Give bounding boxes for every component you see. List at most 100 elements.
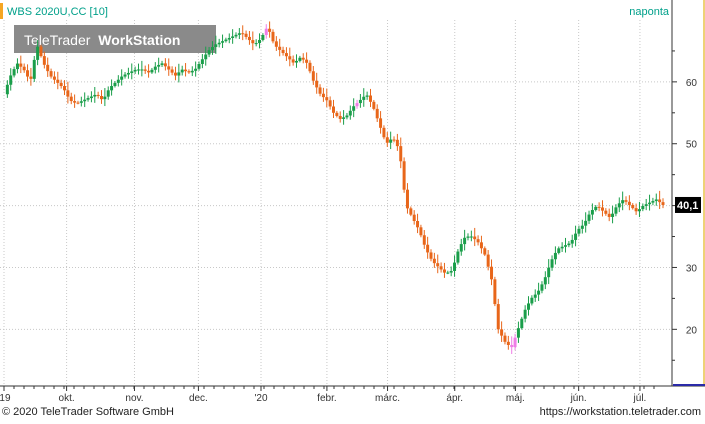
candle-body [358, 99, 362, 104]
candle-body [221, 41, 225, 43]
candle-body [100, 96, 104, 100]
candle-body [241, 33, 245, 35]
candle-body [453, 262, 457, 271]
candle-body [214, 44, 218, 48]
candle-body [644, 204, 648, 206]
candle-body [436, 263, 440, 267]
candle-body [66, 90, 70, 97]
candle-body [584, 220, 588, 226]
candle-body [325, 97, 329, 101]
candle-body [496, 304, 500, 330]
candle-body [419, 227, 423, 236]
candle-body [268, 28, 272, 32]
candle-body [402, 161, 406, 190]
candle-body [301, 57, 305, 60]
candle-body [516, 328, 520, 338]
candle-body [567, 243, 571, 246]
candle-body [409, 208, 413, 215]
candle-body [533, 294, 537, 298]
candle-body [284, 53, 288, 57]
candle-body [291, 59, 295, 63]
candle-body [523, 309, 527, 319]
candle-body [173, 72, 177, 76]
candle-body [305, 59, 309, 63]
candle-body [56, 79, 60, 83]
candle-body [264, 28, 268, 36]
candle-body [89, 96, 93, 99]
candle-body [426, 244, 430, 253]
candle-body [76, 102, 80, 104]
candle-body [611, 213, 615, 217]
candle-body [12, 69, 16, 76]
candle-body [308, 62, 312, 72]
candle-body [543, 277, 547, 285]
candle-body [439, 266, 443, 270]
candle-body [130, 71, 134, 73]
candle-body [197, 63, 201, 69]
candle-body [180, 69, 184, 73]
x-tick-label-3: dec. [189, 393, 208, 404]
candle-body [234, 34, 238, 37]
candle-body [456, 251, 460, 263]
candle-body [258, 39, 262, 44]
candle-body [39, 46, 43, 57]
candle-body [530, 297, 534, 304]
candle-body [597, 206, 601, 208]
candle-body [547, 267, 551, 278]
candle-body [634, 208, 638, 212]
candle-body [399, 146, 403, 162]
candle-body [79, 101, 83, 103]
candle-body [479, 242, 483, 249]
candle-body [244, 33, 248, 37]
candle-body [136, 69, 140, 71]
candle-body [32, 59, 36, 79]
copyright-text: © 2020 TeleTrader Software GmbH [2, 406, 174, 418]
candle-body [658, 199, 662, 203]
candle-body [187, 71, 191, 73]
x-tick-label-0: '19 [0, 393, 11, 404]
candle-body [540, 284, 544, 291]
candle-body [362, 96, 366, 100]
candle-body [335, 112, 339, 116]
candle-body [63, 86, 67, 91]
candle-body [96, 94, 100, 97]
candle-body [503, 335, 507, 342]
candle-body [389, 139, 393, 143]
candle-body [254, 43, 258, 45]
candle-body [405, 189, 409, 209]
candle-body [490, 266, 494, 280]
candle-body [513, 337, 517, 348]
candle-body [298, 57, 302, 61]
candle-body [59, 82, 63, 87]
candle-body [9, 75, 13, 85]
candle-body [153, 66, 157, 70]
candle-body [355, 103, 359, 107]
candle-body [247, 36, 251, 41]
candle-body [274, 41, 278, 47]
candle-body [604, 210, 608, 214]
candle-body [375, 108, 379, 119]
candle-body [352, 106, 356, 111]
x-tick-label-5: febr. [317, 393, 336, 404]
source-link[interactable]: https://workstation.teletrader.com [539, 406, 701, 418]
x-tick-label-7: ápr. [446, 393, 463, 404]
candle-body [288, 56, 292, 60]
candle-body [281, 49, 285, 54]
candle-body [648, 202, 652, 205]
header-accent-bar [0, 3, 3, 19]
candle-body [590, 210, 594, 215]
candle-body [22, 66, 26, 71]
candle-body [177, 72, 181, 76]
candle-body [614, 207, 618, 214]
candle-body [204, 54, 208, 60]
candle-body [422, 235, 426, 245]
candle-body [271, 31, 275, 42]
candle-body [113, 82, 117, 87]
candle-body [160, 63, 164, 65]
x-tick-label-10: júl. [633, 393, 647, 404]
y-tick-label-3: 50 [686, 140, 698, 151]
candle-body [577, 228, 581, 234]
candle-body [52, 76, 56, 80]
candle-body [368, 95, 372, 102]
